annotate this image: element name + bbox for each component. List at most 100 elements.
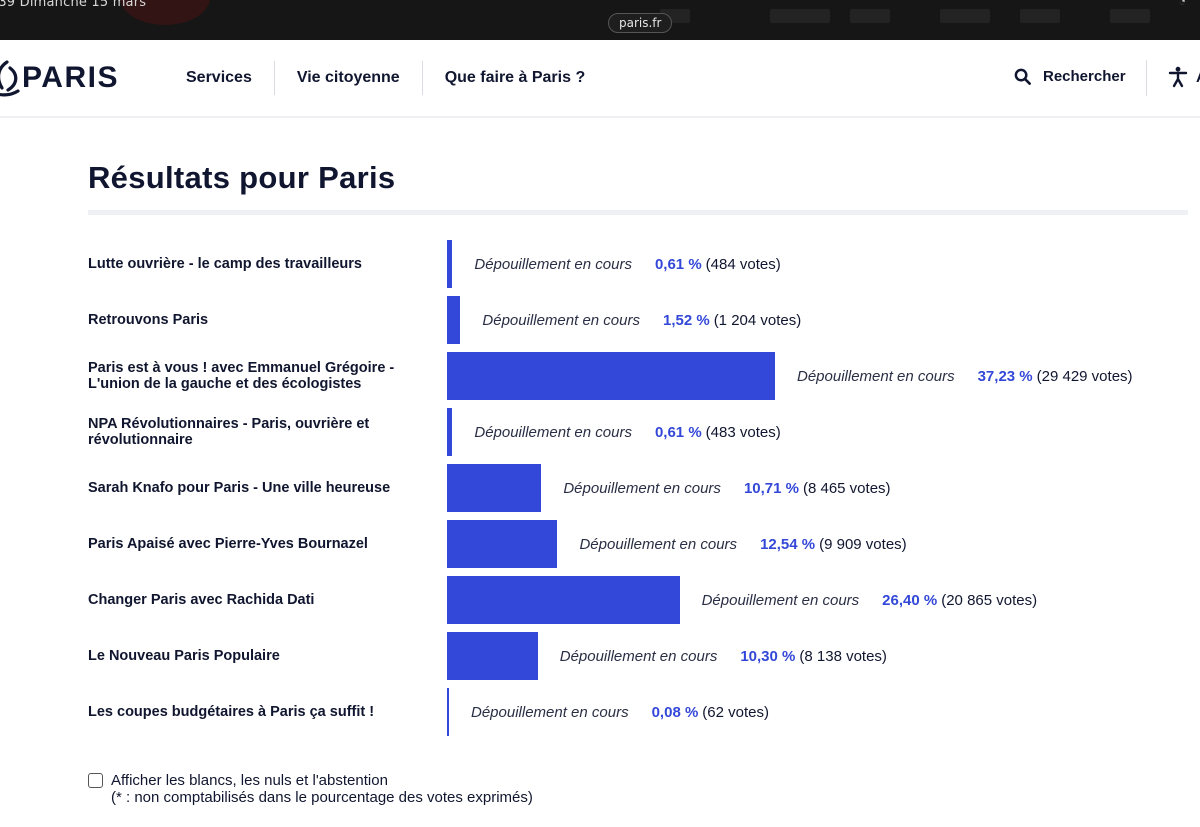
site-header: PARIS Services Vie citoyenne Que faire à…	[0, 40, 1200, 118]
result-bar-area: Dépouillement en cours 10,71 % (8 465 vote…	[447, 460, 891, 516]
counting-status: Dépouillement en cours	[797, 367, 955, 385]
result-row: Paris Apaisé avec Pierre-Yves Bournazel D…	[88, 516, 1188, 572]
counting-status: Dépouillement en cours	[474, 255, 632, 273]
party-name: Les coupes budgétaires à Paris ça suffit…	[88, 704, 375, 720]
result-info: Dépouillement en cours 0,61 % (484 votes)	[474, 256, 780, 273]
counting-status: Dépouillement en cours	[701, 591, 860, 609]
result-bar	[447, 296, 461, 344]
result-info: Dépouillement en cours 26,40 % (20 865 vot…	[702, 592, 1038, 609]
counting-status: Dépouillement en cours	[559, 647, 718, 665]
title-divider	[88, 210, 1188, 215]
result-row: Lutte ouvrière - le camp des travailleur…	[88, 236, 1188, 292]
result-votes: (483 votes)	[705, 423, 781, 441]
counting-status: Dépouillement en cours	[471, 703, 629, 721]
result-votes: (8 465 votes)	[802, 479, 891, 497]
result-info: Dépouillement en cours 0,08 % (62 votes)	[471, 704, 769, 721]
ghost-element	[850, 9, 890, 23]
result-percent: 0,61 %	[654, 255, 702, 273]
accessibility-icon	[1168, 66, 1188, 88]
paris-ship-icon	[0, 60, 20, 97]
result-row: Changer Paris avec Rachida Dati Dépouille…	[88, 572, 1188, 628]
result-bar-area: Dépouillement en cours 1,52 % (1 204 votes…	[447, 292, 801, 348]
party-name: Changer Paris avec Rachida Dati	[88, 592, 315, 608]
result-info: Dépouillement en cours 1,52 % (1 204 votes…	[482, 312, 801, 329]
result-bar	[447, 632, 538, 680]
result-percent: 10,71 %	[743, 479, 799, 497]
nav-item-services[interactable]: Services	[164, 61, 275, 95]
result-info: Dépouillement en cours 12,54 % (9 909 vote…	[579, 536, 906, 553]
page-title: Résultats pour Paris	[88, 160, 396, 195]
result-bar	[447, 576, 680, 624]
result-percent: 0,08 %	[651, 703, 699, 721]
result-bar-area: Dépouillement en cours 12,54 % (9 909 vote…	[447, 516, 907, 572]
result-info: Dépouillement en cours 10,71 % (8 465 vote…	[563, 480, 890, 497]
result-percent: 12,54 %	[760, 535, 816, 553]
result-row: Le Nouveau Paris Populaire Dépouillement …	[88, 628, 1188, 684]
counting-status: Dépouillement en cours	[474, 423, 632, 441]
result-row: Sarah Knafo pour Paris - Une ville heure…	[88, 460, 1188, 516]
result-bar-area: Dépouillement en cours 0,61 % (483 votes)	[447, 404, 781, 460]
url-bar[interactable]: paris.fr	[608, 13, 673, 33]
result-bar	[447, 520, 558, 568]
paris-logo[interactable]: PARIS	[0, 58, 119, 98]
counting-status: Dépouillement en cours	[579, 535, 738, 553]
result-percent: 37,23 %	[977, 367, 1033, 385]
result-bar-area: Dépouillement en cours 10,30 % (8 138 vote…	[447, 628, 887, 684]
party-name: Lutte ouvrière - le camp des travailleur…	[88, 256, 362, 272]
result-votes: (62 votes)	[702, 703, 769, 721]
result-bar	[447, 240, 453, 288]
search-label: Rechercher	[1043, 68, 1126, 85]
result-percent: 26,40 %	[882, 591, 938, 609]
browser-status-bar: ·39 Dimanche 15 mars paris.fr ◔	[0, 0, 1200, 40]
nav-item-vie-citoyenne[interactable]: Vie citoyenne	[275, 61, 423, 95]
show-blank-votes-option[interactable]: Afficher les blancs, les nuls et l'abste…	[88, 772, 533, 806]
result-info: Dépouillement en cours 0,61 % (483 votes)	[474, 424, 780, 441]
nav-item-que-faire[interactable]: Que faire à Paris ?	[444, 69, 586, 86]
result-percent: 0,61 %	[654, 423, 702, 441]
ghost-element	[1110, 9, 1150, 23]
main-nav: Services Vie citoyenne Que faire à Paris…	[164, 61, 607, 95]
result-info: Dépouillement en cours 10,30 % (8 138 vote…	[560, 648, 887, 665]
party-name: Retrouvons Paris	[88, 312, 209, 328]
result-row: NPA Révolutionnaires - Paris, ouvrière e…	[88, 404, 1188, 460]
result-votes: (9 909 votes)	[819, 535, 907, 553]
counting-status: Dépouillement en cours	[563, 479, 721, 497]
result-info: Dépouillement en cours 37,23 % (29 429 vot…	[797, 368, 1133, 385]
ghost-element	[1020, 9, 1060, 23]
accessibility-button[interactable]: A	[1168, 66, 1200, 88]
result-votes: (484 votes)	[705, 255, 781, 273]
counting-status: Dépouillement en cours	[482, 311, 640, 329]
wifi-icon: ◔	[1178, 0, 1186, 8]
result-bar-area: Dépouillement en cours 0,61 % (484 votes)	[447, 236, 781, 292]
result-row: Les coupes budgétaires à Paris ça suffit…	[88, 684, 1188, 740]
result-votes: (1 204 votes)	[713, 311, 802, 329]
search-button[interactable]: Rechercher	[1014, 68, 1126, 85]
party-name: Sarah Knafo pour Paris - Une ville heure…	[88, 480, 391, 496]
result-row: Retrouvons Paris Dépouillement en cours 1,…	[88, 292, 1188, 348]
result-bar-area: Dépouillement en cours 37,23 % (29 429 vot…	[447, 348, 1133, 404]
party-name: Paris est à vous ! avec Emmanuel Grégoir…	[88, 360, 395, 392]
result-bar	[447, 464, 542, 512]
party-name: Le Nouveau Paris Populaire	[88, 648, 280, 664]
search-icon	[1014, 68, 1031, 85]
show-blank-votes-checkbox[interactable]	[88, 773, 103, 788]
accessibility-label: A	[1196, 69, 1200, 86]
header-divider	[1146, 60, 1147, 96]
show-blank-votes-label: Afficher les blancs, les nuls et l'abste…	[111, 772, 388, 789]
party-name: Paris Apaisé avec Pierre-Yves Bournazel	[88, 536, 368, 552]
result-bar-area: Dépouillement en cours 0,08 % (62 votes)	[447, 684, 769, 740]
result-bar	[447, 408, 453, 456]
ghost-element	[770, 9, 830, 23]
result-bar	[447, 352, 775, 400]
party-name: NPA Révolutionnaires - Paris, ouvrière e…	[88, 416, 370, 448]
result-percent: 1,52 %	[662, 311, 710, 329]
result-row: Paris est à vous ! avec Emmanuel Grégoir…	[88, 348, 1188, 404]
result-bar-area: Dépouillement en cours 26,40 % (20 865 vot…	[447, 572, 1037, 628]
result-votes: (20 865 votes)	[941, 591, 1038, 609]
result-votes: (29 429 votes)	[1036, 367, 1133, 385]
footnote: (* : non comptabilisés dans le pourcenta…	[111, 789, 533, 806]
result-percent: 10,30 %	[740, 647, 796, 665]
status-time: ·39 Dimanche 15 mars	[0, 0, 147, 10]
ghost-element	[940, 9, 990, 23]
result-bar	[447, 688, 449, 736]
